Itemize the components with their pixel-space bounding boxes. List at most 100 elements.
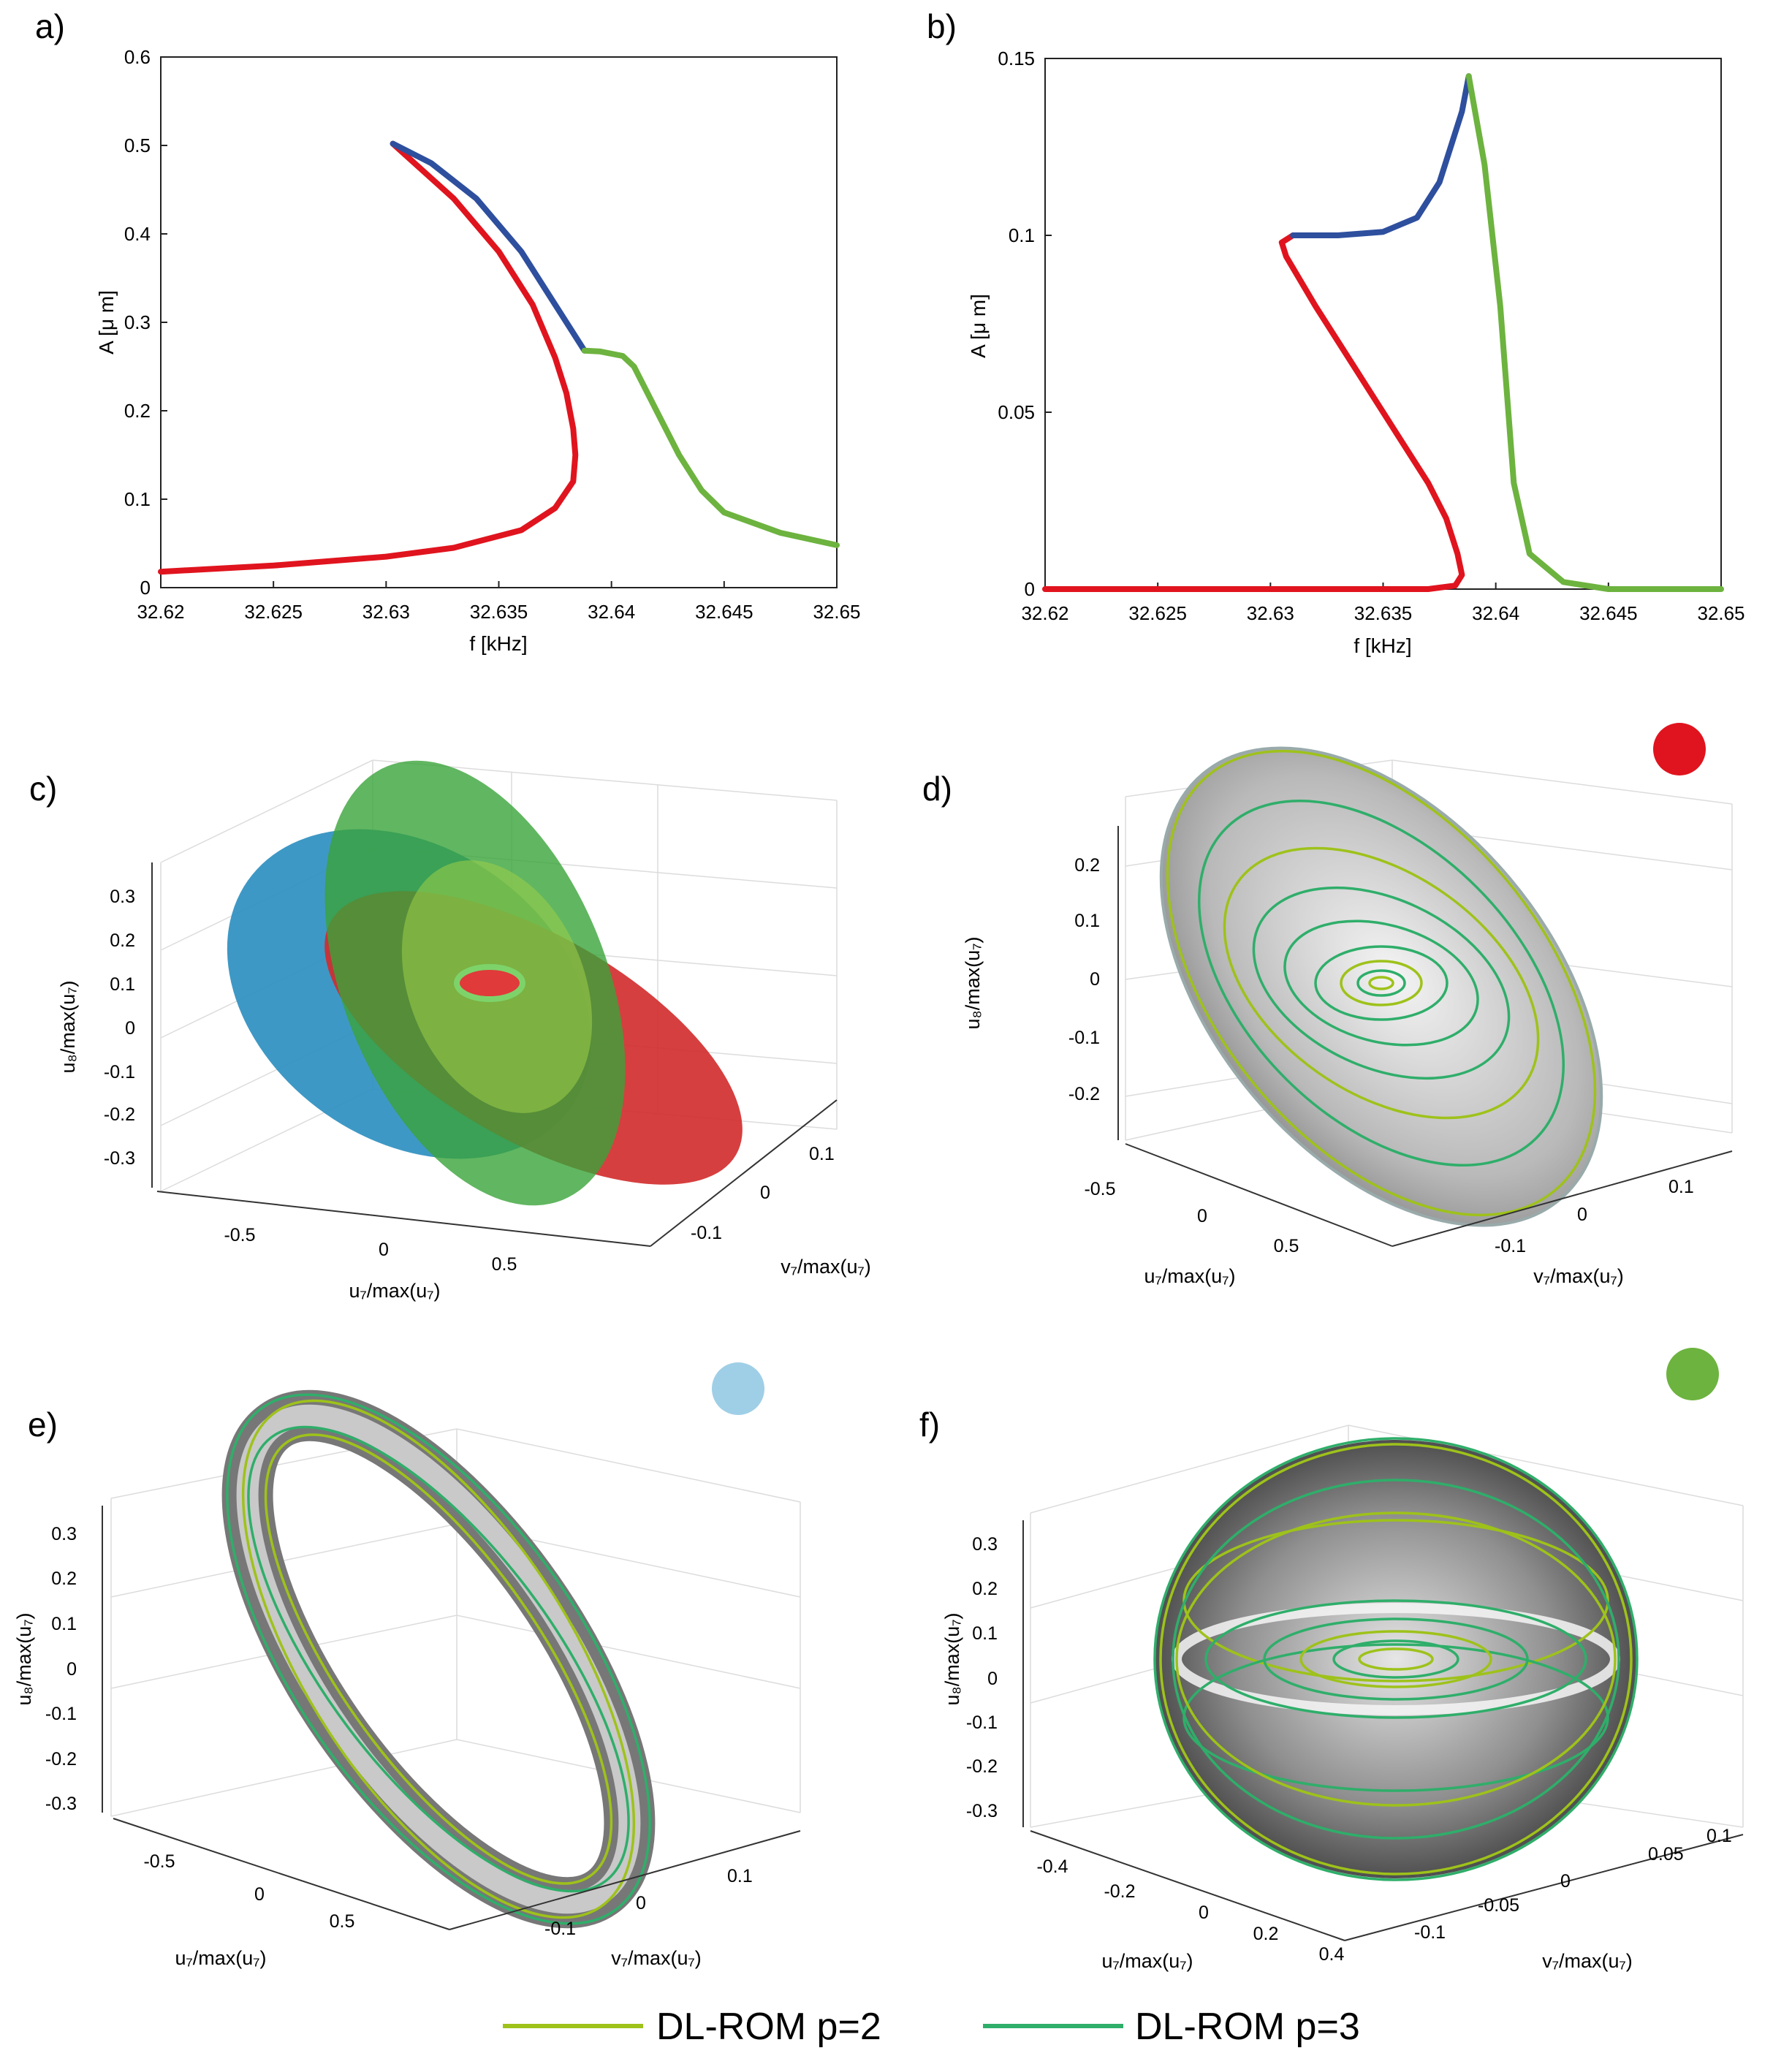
- ticks-e: 0.3 0.2 0.1 0 -0.1 -0.2 -0.3 -0.5 0 0.5 -0.1 0 0.1: [45, 1524, 753, 1939]
- f-ztick-label: 0.2: [972, 1579, 998, 1599]
- panel-label-d: d): [922, 770, 952, 808]
- panel-label-a: a): [35, 7, 65, 45]
- e-ztick-label: -0.3: [45, 1794, 77, 1814]
- a-ytick-label: 0.3: [124, 311, 151, 333]
- f-ytick-label: 0: [1560, 1871, 1571, 1892]
- b-ytick-label: 0.15: [998, 48, 1035, 69]
- ylabel-c: v₇/max(u₇): [781, 1256, 871, 1278]
- surface-c: [227, 760, 743, 1206]
- ylabel-e: v₇/max(u₇): [611, 1947, 702, 1969]
- d-ztick-label: 0.2: [1074, 855, 1100, 876]
- a-ytick-label: 0.2: [124, 400, 151, 422]
- ylabel-d: v₇/max(u₇): [1533, 1265, 1624, 1287]
- a-ytick-label: 0: [140, 577, 151, 599]
- a-xtick-label: 32.62: [137, 601, 184, 623]
- c-xtick-label: 0: [379, 1240, 389, 1260]
- a-ytick-label: 0.4: [124, 223, 151, 245]
- panel-label-e: e): [28, 1406, 58, 1444]
- e-xtick-label: -0.5: [143, 1851, 175, 1872]
- c-xtick-label: -0.5: [224, 1225, 255, 1245]
- a-xtick-label: 32.635: [470, 601, 528, 623]
- panel-a: a) 32.62 32.625 32.63 32.635 32.64 32.645 32.6…: [35, 7, 861, 655]
- f-ztick-label: 0.3: [972, 1534, 998, 1555]
- panel-e: e) 0.30.20.10-0.1-0.2-0.3-0.500.5 -0.100.…: [13, 1362, 801, 1969]
- b-xtick-label: 32.635: [1354, 602, 1413, 624]
- b-xtick-label: 32.65: [1697, 602, 1744, 624]
- panel-f: f) 0.30.20.: [919, 1348, 1744, 1972]
- e-xtick-label: 0: [254, 1884, 265, 1905]
- c-ytick-label: 0: [760, 1183, 770, 1203]
- trajectories-d: [1166, 749, 1597, 1217]
- xlabel-b: f [kHz]: [1354, 634, 1411, 657]
- c-ztick-label: -0.1: [104, 1062, 135, 1082]
- f-ytick-label: -0.05: [1478, 1895, 1519, 1916]
- ticks-a: 32.62 32.625 32.63 32.635 32.64 32.645 32.65 0 0…: [124, 46, 861, 623]
- d-xtick-label: 0.5: [1274, 1236, 1299, 1256]
- axes-d: [1117, 826, 1733, 1247]
- f-xtick-label: -0.2: [1104, 1881, 1135, 1902]
- panel-d: d) 0.2 0.1 0 -0.1 -0.2 -0.5 0: [922, 723, 1733, 1287]
- series-a: [158, 140, 840, 575]
- c-ztick-label: -0.2: [104, 1104, 135, 1125]
- c-ztick-label: 0.1: [110, 974, 135, 995]
- f-ytick-label: -0.1: [1414, 1922, 1446, 1943]
- b-xtick-label: 32.625: [1128, 602, 1187, 624]
- ticks-d: 0.2 0.1 0 -0.1 -0.2 -0.5 0 0.5 -0.1 0 0.1: [1068, 855, 1694, 1256]
- marker-f: [1666, 1348, 1719, 1400]
- c-ztick-label: 0: [125, 1018, 135, 1039]
- zlabel-e: u₈/max(u₇): [13, 1613, 35, 1706]
- surface-f: [1155, 1440, 1637, 1878]
- d-xtick-label: -0.5: [1084, 1179, 1115, 1199]
- xlabel-e: u₇/max(u₇): [175, 1947, 266, 1969]
- e-ztick-label: -0.2: [45, 1749, 77, 1769]
- legend: DL-ROM p=2 DL-ROM p=3: [503, 2006, 1360, 2048]
- b-series-red: [1042, 232, 1465, 592]
- e-ztick-label: 0: [67, 1659, 77, 1680]
- f-xtick-label: 0.2: [1253, 1924, 1279, 1944]
- d-xtick-label: 0: [1197, 1206, 1207, 1226]
- f-ztick-label: -0.2: [966, 1756, 998, 1777]
- panel-label-c: c): [29, 770, 57, 808]
- axes-e: [102, 1506, 801, 1930]
- a-ytick-label: 0.6: [124, 46, 151, 68]
- f-xtick-label: 0.4: [1319, 1944, 1345, 1965]
- panel-label-b: b): [927, 7, 957, 45]
- axes-box-a: [160, 56, 838, 588]
- d-ztick-label: 0.1: [1074, 911, 1100, 931]
- f-xtick-label: 0: [1199, 1903, 1209, 1923]
- f-ztick-label: -0.1: [966, 1712, 998, 1733]
- e-ztick-label: 0.3: [51, 1524, 77, 1544]
- e-ytick-label: -0.1: [544, 1919, 576, 1939]
- e-ztick-label: -0.1: [45, 1704, 77, 1724]
- ticks-c: 0.3 0.2 0.1 0 -0.1 -0.2 -0.3 -0.5 0 0.5 -0.1 0 0.1: [104, 887, 835, 1275]
- a-ytick-label: 0.1: [124, 488, 151, 510]
- d-ytick-label: -0.1: [1495, 1236, 1526, 1256]
- a-series-red: [158, 140, 579, 575]
- c-ytick-label: 0.1: [809, 1144, 835, 1164]
- ylabel-a: A [μ m]: [95, 290, 118, 354]
- e-ztick-label: 0.1: [51, 1614, 77, 1634]
- legend-label-p3: DL-ROM p=3: [1135, 2006, 1360, 2048]
- ticks-b: 32.62 32.625 32.63 32.635 32.64 32.645 32.65 0 0…: [998, 48, 1744, 624]
- surface-e: [221, 1389, 656, 1929]
- ylabel-b: A [μ m]: [967, 294, 990, 358]
- legend-label-p2: DL-ROM p=2: [656, 2006, 881, 2048]
- a-xtick-label: 32.63: [362, 601, 410, 623]
- xlabel-a: f [kHz]: [469, 632, 527, 655]
- panel-label-f: f): [919, 1406, 940, 1444]
- f-ytick-label: 0.1: [1706, 1826, 1732, 1846]
- surface-center: [454, 964, 525, 1002]
- d-ztick-label: -0.1: [1068, 1028, 1100, 1048]
- b-xtick-label: 32.645: [1579, 602, 1638, 624]
- c-ytick-label: -0.1: [691, 1223, 722, 1243]
- e-ytick-label: 0: [636, 1893, 646, 1913]
- d-ztick-label: -0.2: [1068, 1084, 1100, 1104]
- b-xtick-label: 32.63: [1247, 602, 1294, 624]
- d-ztick-label: 0: [1090, 969, 1100, 990]
- f-ytick-label: 0.05: [1648, 1844, 1684, 1865]
- xlabel-c: u₇/max(u₇): [349, 1280, 440, 1302]
- marker-e: [712, 1362, 764, 1415]
- panel-c: c) 0.30.20.10-0.1-0.2-0.3-0.500.5-0.100.…: [29, 759, 871, 1302]
- b-ytick-label: 0.05: [998, 401, 1035, 423]
